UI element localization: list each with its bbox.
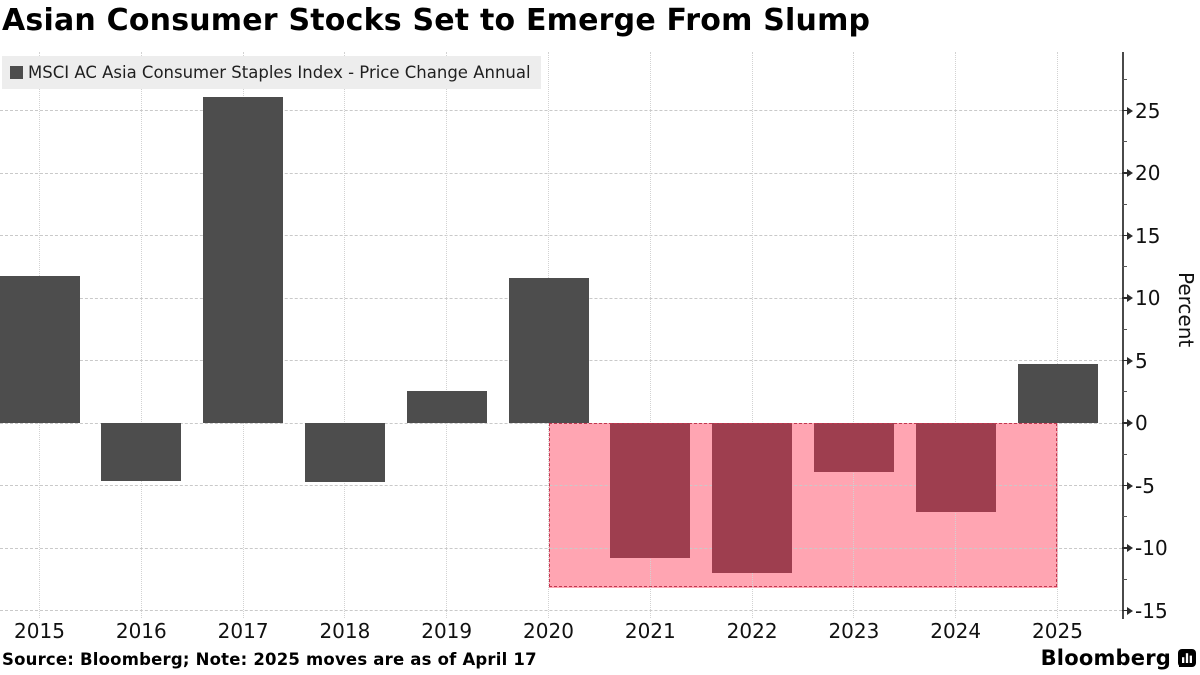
gridline-h-15 [0,235,1122,236]
y-tick-label-5: 5 [1135,348,1148,373]
bar-2017 [203,96,284,423]
x-tick-label-2017: 2017 [217,619,269,643]
gridline-v-2021 [649,52,651,618]
y-tick-arrow-20 [1127,169,1133,177]
gridline-v-2025 [1057,52,1058,618]
y-tick-arrow--15 [1127,606,1133,615]
y-tick-5 [1122,359,1128,362]
y-tick-minor [1122,453,1127,455]
x-tick-label-2023: 2023 [828,619,880,643]
x-tick-label-2022: 2022 [726,619,778,643]
bloomberg-logo: Bloomberg [1041,646,1196,670]
y-tick-minor [1122,516,1127,518]
y-tick-arrow-15 [1127,231,1133,240]
y-tick-label--15: -15 [1135,598,1168,623]
gridline-v-2016 [140,52,142,618]
y-tick--5 [1122,484,1128,487]
y-tick-label-10: 10 [1135,286,1161,310]
y-tick-minor [1122,141,1127,143]
y-tick-0 [1122,422,1128,424]
x-tick-label-2019: 2019 [421,619,473,643]
x-tick-label-2018: 2018 [319,619,371,643]
gridline-v-2023 [853,52,855,618]
y-tick-label-20: 20 [1135,161,1161,185]
highlight-band-border [548,423,1057,587]
y-axis-title: Percent [1174,272,1198,348]
x-tick-label-2016: 2016 [115,619,167,643]
x-tick-label-2024: 2024 [930,619,982,643]
y-tick-arrow--10 [1127,544,1133,552]
y-tick-minor [1122,328,1127,330]
y-tick-10 [1122,297,1128,299]
legend-swatch [10,66,23,79]
x-tick-label-2021: 2021 [624,619,676,643]
y-tick-minor [1122,203,1127,205]
x-tick-label-2025: 2025 [1032,619,1083,643]
gridline-h-20 [0,172,1122,174]
y-tick-arrow-5 [1127,356,1133,365]
y-tick-minor [1122,78,1127,80]
y-tick-label-15: 15 [1135,223,1161,248]
y-tick-label-25: 25 [1135,98,1161,123]
y-tick-label--10: -10 [1135,536,1168,560]
gridline-v-2018 [344,52,346,618]
bar-2021 [610,423,691,558]
bar-2020 [508,278,589,423]
y-tick--15 [1122,609,1128,612]
bar-2025 [1017,364,1098,423]
bar-2015 [0,275,80,423]
gridline-h--15 [0,610,1122,611]
bar-2022 [712,423,793,573]
y-axis-line [1122,52,1124,619]
bar-2024 [915,423,996,512]
y-tick-arrow-10 [1127,294,1133,302]
bar-2019 [406,390,487,423]
y-tick-20 [1122,172,1128,174]
y-tick-minor [1122,391,1127,393]
bar-chart-bubble-icon [1178,649,1196,667]
gridline-h--10 [0,547,1122,549]
x-tick-label-2020: 2020 [523,619,574,643]
y-tick-15 [1122,234,1128,237]
y-tick-25 [1122,109,1128,112]
y-tick-label--5: -5 [1135,473,1155,498]
y-tick-arrow-25 [1127,106,1133,115]
gridline-v-2022 [751,52,753,618]
y-tick-arrow--5 [1127,481,1133,490]
bar-2016 [101,423,182,481]
y-tick-minor [1122,266,1127,268]
y-tick-minor [1122,578,1127,580]
y-tick-label-0: 0 [1135,411,1148,435]
y-tick--10 [1122,547,1128,549]
gridline-v-2024 [955,52,957,618]
y-tick-arrow-0 [1127,419,1133,427]
chart-title: Asian Consumer Stocks Set to Emerge From… [2,3,871,38]
x-tick-label-2015: 2015 [14,619,65,643]
source-note: Source: Bloomberg; Note: 2025 moves are … [2,650,537,669]
bloomberg-wordmark: Bloomberg [1040,646,1171,670]
gridline-h--5 [0,485,1122,486]
bar-2018 [304,423,385,482]
legend-label: MSCI AC Asia Consumer Staples Index - Pr… [28,63,531,82]
legend: MSCI AC Asia Consumer Staples Index - Pr… [2,56,541,89]
bar-2023 [813,423,894,472]
gridline-v-2019 [446,52,448,618]
gridline-h-25 [0,110,1122,111]
